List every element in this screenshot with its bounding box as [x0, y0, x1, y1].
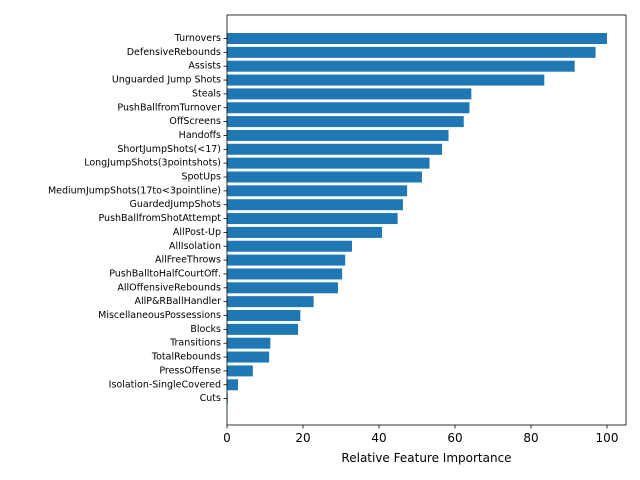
bar-handoffs — [227, 129, 449, 141]
bar-mediumjumpshots-17to-3pointline — [227, 185, 408, 197]
category-label: TotalRebounds — [151, 352, 221, 363]
category-label: AllP&RBallHandler — [134, 296, 221, 307]
bar-allfreethrows — [227, 254, 346, 266]
category-label: AllPost-Up — [173, 227, 221, 238]
bar-pushballfromturnover — [227, 102, 470, 114]
category-label: Transitions — [169, 338, 221, 349]
category-label: DefensiveRebounds — [127, 47, 221, 58]
bar-shortjumpshots-17 — [227, 143, 443, 155]
category-label: Assists — [188, 61, 221, 72]
axes-border — [226, 14, 627, 426]
category-label: AllFreeThrows — [155, 255, 221, 266]
category-label: Handoffs — [179, 130, 221, 141]
category-label: PushBallfromTurnover — [117, 102, 221, 113]
bar-isolation-singlecovered — [227, 379, 239, 391]
x-axis-ticks: 0 20 40 60 80 100 — [223, 425, 618, 445]
bar-totalrebounds — [227, 351, 270, 363]
x-axis-title: Relative Feature Importance — [341, 451, 511, 465]
bar-pushballfromshotattempt — [227, 213, 398, 225]
bar-allp-rballhandler — [227, 296, 314, 308]
x-tick-label: 0 — [223, 431, 231, 445]
category-label: Turnovers — [174, 33, 221, 44]
x-tick-label: 40 — [371, 431, 386, 445]
bar-transitions — [227, 337, 271, 349]
bar-spotups — [227, 171, 422, 183]
category-label: ShortJumpShots(<17) — [117, 144, 221, 155]
bar-offscreens — [227, 116, 464, 128]
bar-defensiverebounds — [227, 46, 596, 58]
category-label: OffScreens — [169, 116, 221, 127]
category-label: Cuts — [200, 393, 221, 404]
category-label: AllIsolation — [169, 241, 221, 252]
bar-miscellaneouspossessions — [227, 310, 301, 321]
x-tick-label: 20 — [295, 431, 310, 445]
bar-guardedjumpshots — [227, 199, 403, 211]
category-label: MiscellaneousPossessions — [98, 310, 221, 321]
category-label: AllOffensiveRebounds — [117, 282, 221, 293]
category-label: Unguarded Jump Shots — [112, 75, 221, 86]
bar-unguarded-jump-shots — [227, 74, 545, 86]
x-tick-label: 100 — [596, 431, 619, 445]
bar-blocks — [227, 323, 299, 335]
bar-allpost-up — [227, 226, 383, 238]
plot-frame — [226, 14, 627, 426]
category-label: Isolation-SingleCovered — [109, 379, 221, 390]
bar-longjumpshots-3pointshots — [227, 157, 430, 169]
category-label: Steals — [192, 88, 221, 99]
bars-layer — [227, 33, 607, 405]
bar-pushballtohalfcourtoff — [227, 268, 343, 280]
category-label: GuardedJumpShots — [130, 199, 222, 210]
bar-pressoffense — [227, 365, 253, 377]
bar-turnovers — [227, 33, 607, 44]
category-label: Blocks — [190, 324, 221, 335]
bar-assists — [227, 60, 575, 72]
category-label: PushBallfromShotAttempt — [98, 213, 221, 224]
category-labels: Turnovers DefensiveRebounds Assists Unguard… — [48, 33, 227, 404]
x-tick-label: 80 — [523, 431, 538, 445]
category-label: LongJumpShots(3pointshots) — [84, 158, 221, 169]
category-label: MediumJumpShots(17to<3pointline) — [48, 185, 221, 196]
category-label: PressOffense — [159, 365, 221, 376]
bar-allisolation — [227, 240, 353, 252]
category-label: PushBalltoHalfCourtOff. — [109, 268, 221, 279]
bar-alloffensiverebounds — [227, 282, 338, 294]
x-tick-label: 60 — [447, 431, 462, 445]
category-label: SpotUps — [181, 172, 221, 183]
bar-steals — [227, 88, 472, 100]
